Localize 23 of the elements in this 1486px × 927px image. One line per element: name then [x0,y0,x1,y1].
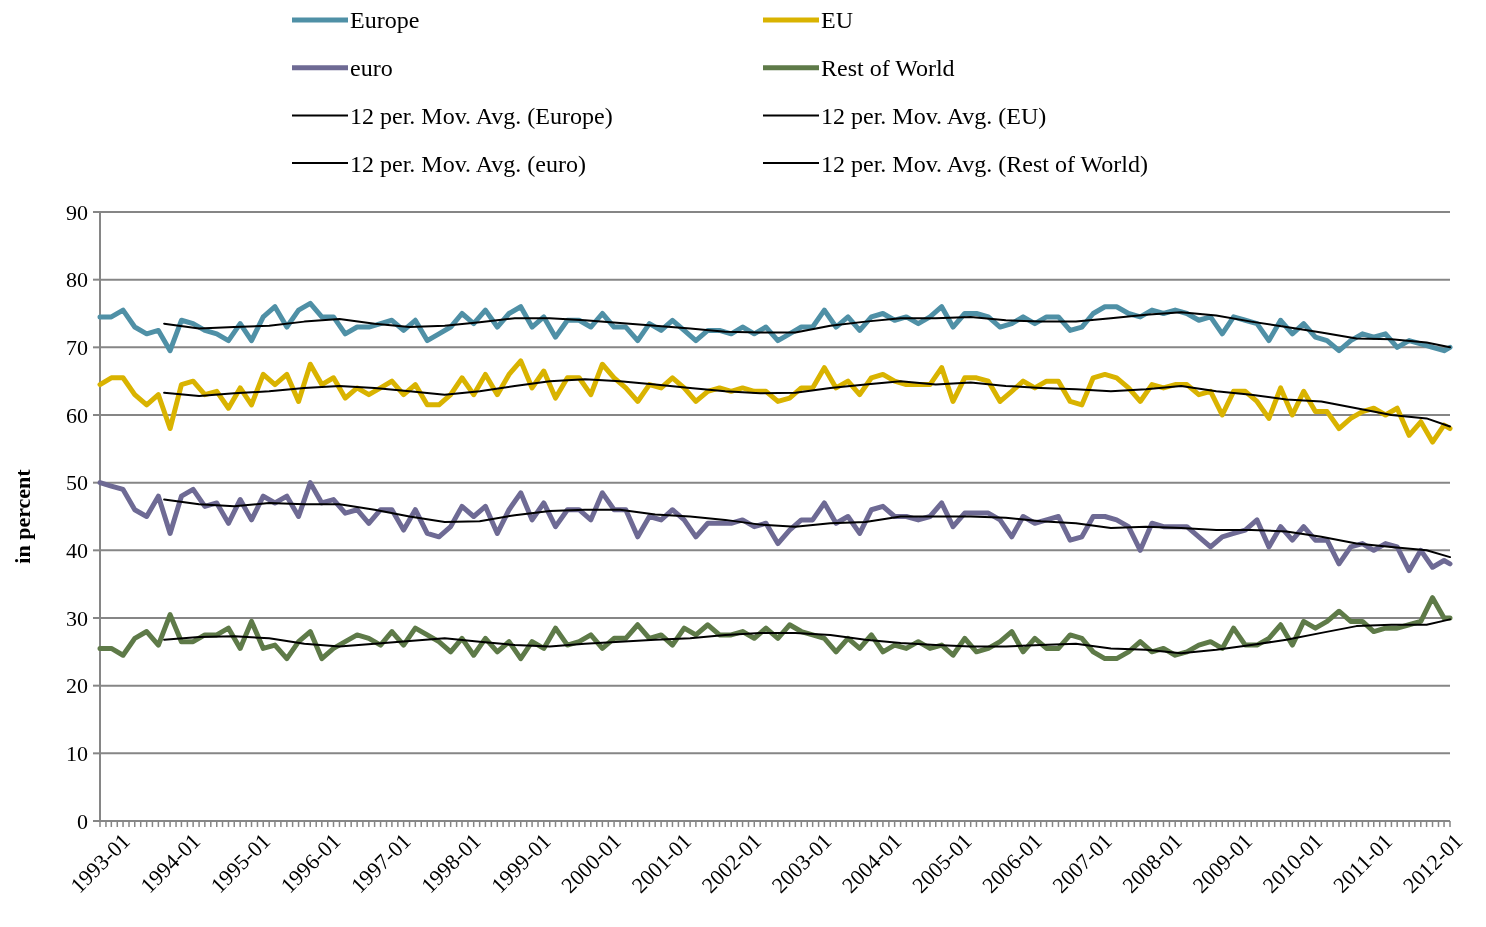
y-tick-label: 40 [66,538,88,564]
line-series [163,311,1451,349]
line-series [163,618,1451,655]
legend-label: Europe [350,7,420,34]
y-tick-label: 80 [66,267,88,293]
y-tick-label: 30 [66,605,88,631]
y-tick-label: 10 [66,741,88,767]
y-tick-label: 60 [66,402,88,428]
y-tick-label: 20 [66,673,88,699]
y-tick-label: 0 [77,808,88,834]
legend-label: 12 per. Mov. Avg. (Rest of World) [821,150,1148,177]
y-tick-label: 70 [66,335,88,361]
line-series [163,378,1451,428]
line-series [163,498,1451,559]
y-tick-label: 50 [66,470,88,496]
legend-label: 12 per. Mov. Avg. (euro) [350,150,586,177]
legend-label: 12 per. Mov. Avg. (Europe) [350,102,613,129]
legend-label: 12 per. Mov. Avg. (EU) [821,102,1047,129]
y-tick-label: 90 [66,199,88,225]
y-axis-title: in percent [10,468,35,564]
legend-label: euro [350,55,393,82]
legend-label: Rest of World [821,55,955,82]
legend-label: EU [821,7,853,34]
